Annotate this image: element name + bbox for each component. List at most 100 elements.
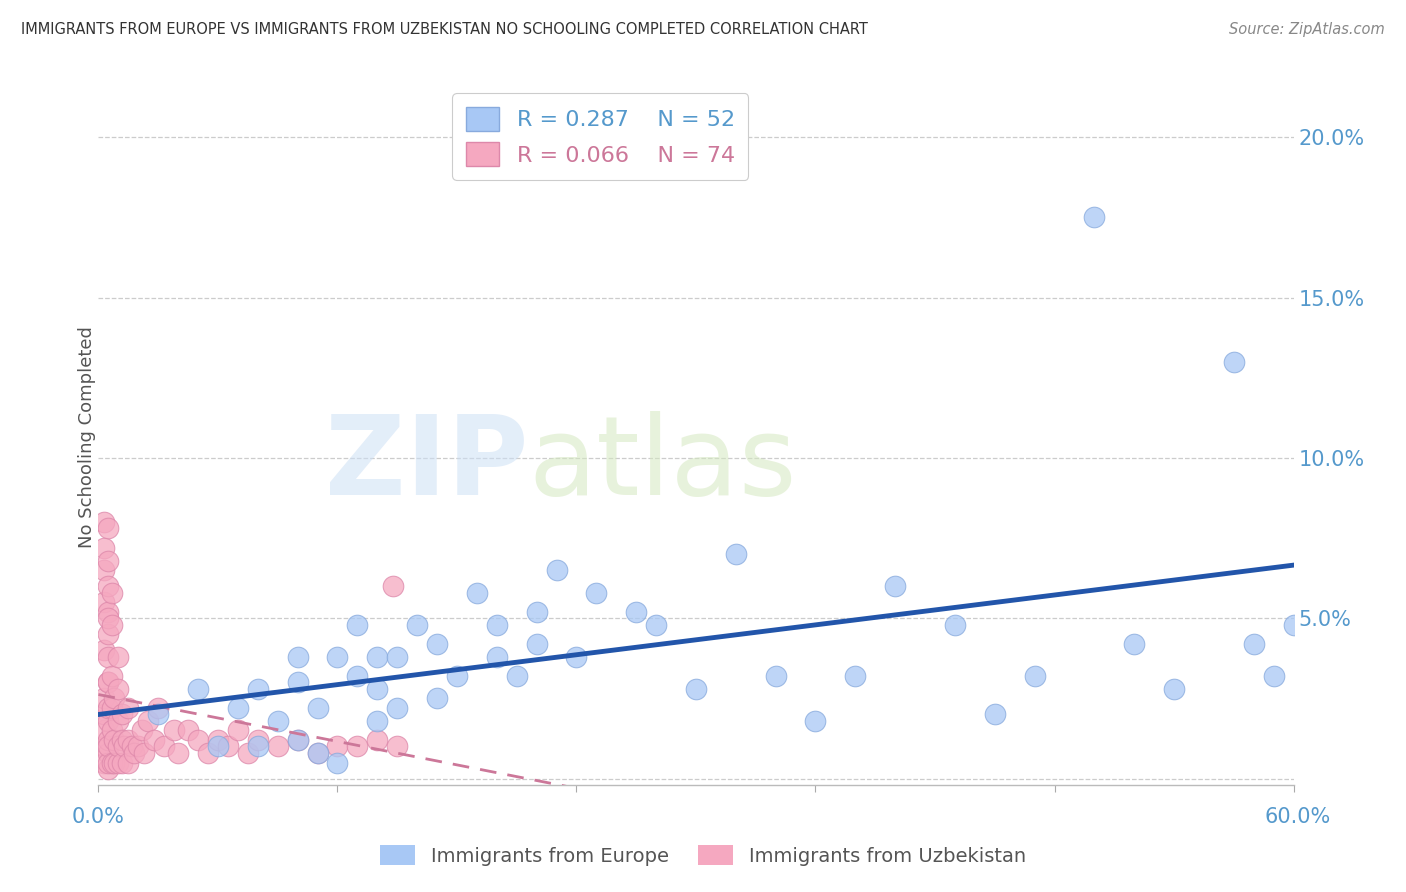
Point [101,701,124,715]
Point [465,585,488,599]
Point [585,585,607,599]
Point [93,643,115,657]
Point [107,649,129,664]
Point [246,739,269,754]
Text: Source: ZipAtlas.com: Source: ZipAtlas.com [1229,22,1385,37]
Point [107,739,129,754]
Y-axis label: No Schooling Completed: No Schooling Completed [79,326,96,548]
Point [287,733,309,747]
Point [406,617,429,632]
Point [546,563,568,577]
Point [97,675,120,690]
Point [267,714,290,728]
Point [1263,669,1285,683]
Point [97,579,120,593]
Point [112,739,135,754]
Point [236,746,259,760]
Point [685,681,707,696]
Point [97,714,120,728]
Point [101,723,124,738]
Point [101,756,124,770]
Point [143,733,166,747]
Point [624,605,647,619]
Point [307,701,329,715]
Point [93,595,115,609]
Point [117,733,139,747]
Point [103,691,125,706]
Point [207,739,229,754]
Point [1163,681,1185,696]
Point [226,723,249,738]
Point [287,649,309,664]
Point [103,733,125,747]
Point [385,649,409,664]
Point [765,669,787,683]
Text: ZIP: ZIP [325,411,529,518]
Point [107,681,129,696]
Point [246,681,269,696]
Point [167,746,190,760]
Point [346,739,368,754]
Point [97,739,120,754]
Point [426,691,449,706]
Point [207,733,229,747]
Point [107,756,129,770]
Point [97,756,120,770]
Point [226,701,249,715]
Legend: Immigrants from Europe, Immigrants from Uzbekistan: Immigrants from Europe, Immigrants from … [373,838,1033,873]
Point [97,746,120,760]
Point [943,617,966,632]
Point [93,756,115,770]
Point [983,707,1005,722]
Point [844,669,866,683]
Point [153,739,176,754]
Point [187,681,209,696]
Point [93,739,115,754]
Point [101,669,124,683]
Point [103,756,125,770]
Point [385,739,409,754]
Point [446,669,468,683]
Point [111,707,134,722]
Point [1123,637,1146,651]
Point [382,579,405,593]
Point [93,707,115,722]
Point [565,649,588,664]
Point [326,756,349,770]
Point [177,723,200,738]
Point [326,649,349,664]
Point [346,617,368,632]
Point [93,515,115,529]
Point [287,733,309,747]
Point [526,605,548,619]
Point [426,637,449,651]
Point [526,637,548,651]
Point [884,579,907,593]
Point [97,649,120,664]
Point [97,611,120,625]
Point [267,739,290,754]
Point [366,649,388,664]
Point [136,714,159,728]
Legend: R = 0.287    N = 52, R = 0.066    N = 74: R = 0.287 N = 52, R = 0.066 N = 74 [453,94,748,179]
Point [804,714,827,728]
Point [307,746,329,760]
Point [1083,211,1105,225]
Point [148,707,170,722]
Point [111,756,134,770]
Point [724,547,747,561]
Point [307,746,329,760]
Text: IMMIGRANTS FROM EUROPE VS IMMIGRANTS FROM UZBEKISTAN NO SCHOOLING COMPLETED CORR: IMMIGRANTS FROM EUROPE VS IMMIGRANTS FRO… [21,22,868,37]
Point [366,733,388,747]
Point [506,669,529,683]
Point [366,714,388,728]
Point [93,563,115,577]
Point [93,723,115,738]
Point [97,521,120,535]
Point [1222,355,1246,369]
Point [287,675,309,690]
Point [117,756,139,770]
Point [187,733,209,747]
Point [148,701,170,715]
Point [97,701,120,715]
